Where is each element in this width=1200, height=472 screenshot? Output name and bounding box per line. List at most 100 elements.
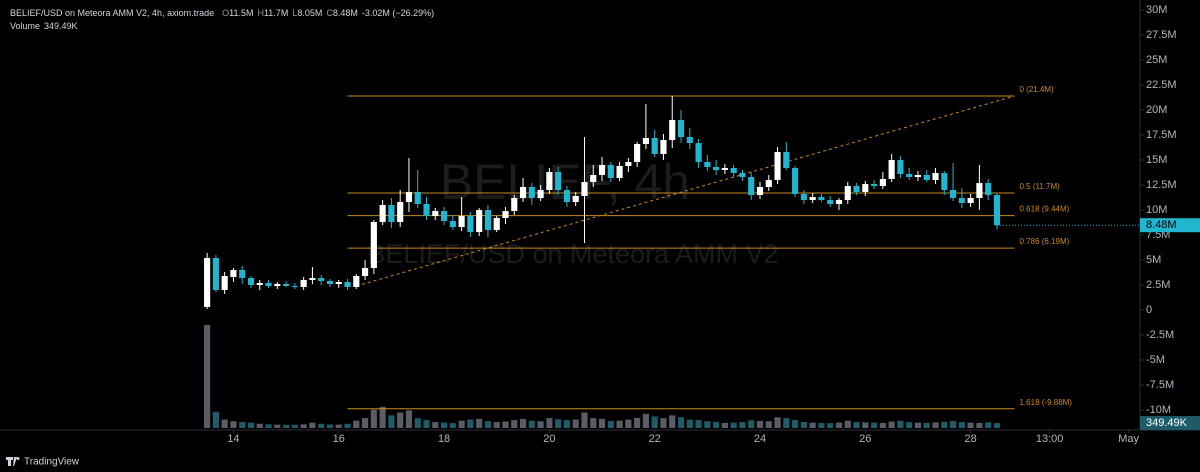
volume-bar bbox=[572, 419, 579, 428]
volume-bar bbox=[669, 415, 676, 428]
candle-body bbox=[414, 192, 421, 204]
volume-bar bbox=[449, 423, 456, 428]
candle-body bbox=[256, 283, 263, 285]
volume-bar bbox=[247, 422, 255, 428]
ohlc-key: H bbox=[257, 8, 264, 18]
volume-bar bbox=[730, 422, 737, 428]
volume-bar bbox=[914, 422, 922, 428]
candle-body bbox=[853, 186, 860, 192]
y-tick-label: 22.5M bbox=[1146, 79, 1177, 91]
y-tick-label: 27.5M bbox=[1146, 29, 1177, 41]
candle-body bbox=[502, 211, 509, 218]
candle-body bbox=[291, 286, 298, 287]
volume-bar bbox=[326, 424, 334, 428]
candle-body bbox=[370, 222, 377, 268]
ohlc-value: 11.7M bbox=[264, 8, 288, 18]
volume-bar bbox=[660, 418, 667, 428]
volume-bar bbox=[291, 424, 298, 428]
x-tick-label: 24 bbox=[754, 433, 766, 445]
candle-body bbox=[379, 205, 386, 222]
brand: TradingView bbox=[6, 457, 80, 468]
volume-bar bbox=[493, 422, 500, 428]
volume-bar bbox=[888, 421, 895, 428]
volume-bar bbox=[370, 409, 377, 428]
candle-body bbox=[484, 210, 492, 230]
y-tick-label: 25M bbox=[1146, 54, 1167, 66]
volume-bar bbox=[484, 421, 492, 428]
candle-body bbox=[335, 282, 342, 284]
y-tick-label: 12.5M bbox=[1146, 179, 1177, 191]
candle-body bbox=[511, 198, 518, 211]
candle-body bbox=[239, 270, 246, 278]
volume-bar bbox=[353, 420, 360, 428]
candle-body bbox=[923, 175, 930, 180]
candle-body bbox=[590, 175, 597, 182]
volume-bar bbox=[476, 418, 483, 428]
volume-bar bbox=[318, 423, 325, 428]
volume-bar bbox=[388, 415, 395, 428]
volume-bar bbox=[897, 420, 904, 428]
candle-body bbox=[783, 152, 790, 168]
volume-bar bbox=[274, 424, 281, 428]
candle-body bbox=[388, 205, 395, 222]
x-tick-label: 28 bbox=[964, 433, 976, 445]
brand-name: TradingView bbox=[24, 457, 80, 468]
volume-bar bbox=[414, 418, 421, 428]
candle-body bbox=[274, 284, 281, 286]
candle-body bbox=[844, 186, 851, 200]
change-value: -3.02M (−26.29%) bbox=[362, 8, 434, 18]
x-tick-label: 20 bbox=[543, 433, 555, 445]
y-tick-label: 5M bbox=[1146, 254, 1161, 266]
volume-bar bbox=[677, 417, 685, 428]
candle-body bbox=[247, 278, 255, 285]
candle-body bbox=[888, 160, 895, 179]
candle-body bbox=[353, 276, 360, 287]
volume-bar bbox=[748, 420, 755, 428]
candle-body bbox=[941, 173, 948, 190]
volume-bar bbox=[440, 422, 448, 428]
candle-body bbox=[546, 172, 553, 190]
volume-bar bbox=[537, 421, 544, 428]
y-tick-label: -7.5M bbox=[1146, 379, 1174, 391]
candle-body bbox=[721, 168, 728, 170]
volume-bar bbox=[906, 422, 913, 428]
volume-bar bbox=[827, 423, 834, 428]
volume-bar bbox=[467, 419, 474, 428]
ohlc-value: 8.48M bbox=[333, 8, 358, 18]
x-tick-label: 13:00 bbox=[1036, 433, 1064, 445]
last-price-label: 8.48M bbox=[1146, 219, 1177, 231]
volume-bar bbox=[651, 416, 658, 428]
y-tick-label: 17.5M bbox=[1146, 129, 1177, 141]
candle-body bbox=[476, 210, 483, 232]
fib-label: 0.786 (6.19M) bbox=[1020, 237, 1070, 246]
volume-bar bbox=[844, 420, 851, 428]
candle-body bbox=[976, 183, 983, 198]
candle-body bbox=[598, 165, 606, 175]
watermark: BELIEF, 4h BELIEF/USD on Meteora AMM V2 bbox=[367, 154, 778, 269]
candle-body bbox=[230, 270, 237, 277]
x-tick-label: 16 bbox=[333, 433, 345, 445]
volume-bar bbox=[397, 412, 404, 428]
volume-bar bbox=[581, 412, 588, 428]
volume-bar bbox=[792, 420, 799, 428]
ohlc-value: 11.5M bbox=[229, 8, 253, 18]
volume-bar bbox=[300, 424, 307, 428]
volume-bar bbox=[335, 424, 342, 428]
fib-label: 0 (21.4M) bbox=[1020, 85, 1055, 94]
candle-body bbox=[756, 187, 764, 195]
volume-bar bbox=[362, 418, 369, 428]
candle-body bbox=[634, 144, 641, 162]
ohlc-key: O bbox=[222, 8, 229, 18]
candle-body bbox=[958, 198, 965, 203]
candle-body bbox=[871, 184, 878, 186]
candle-body bbox=[458, 216, 465, 227]
candle-body bbox=[467, 216, 474, 232]
candle-body bbox=[493, 218, 500, 230]
candle-body bbox=[765, 180, 772, 187]
volume-bar bbox=[607, 420, 614, 428]
candle-body bbox=[914, 175, 922, 177]
volume-bar bbox=[598, 418, 606, 428]
volume-bar bbox=[739, 422, 746, 428]
x-tick-label: 14 bbox=[227, 433, 239, 445]
